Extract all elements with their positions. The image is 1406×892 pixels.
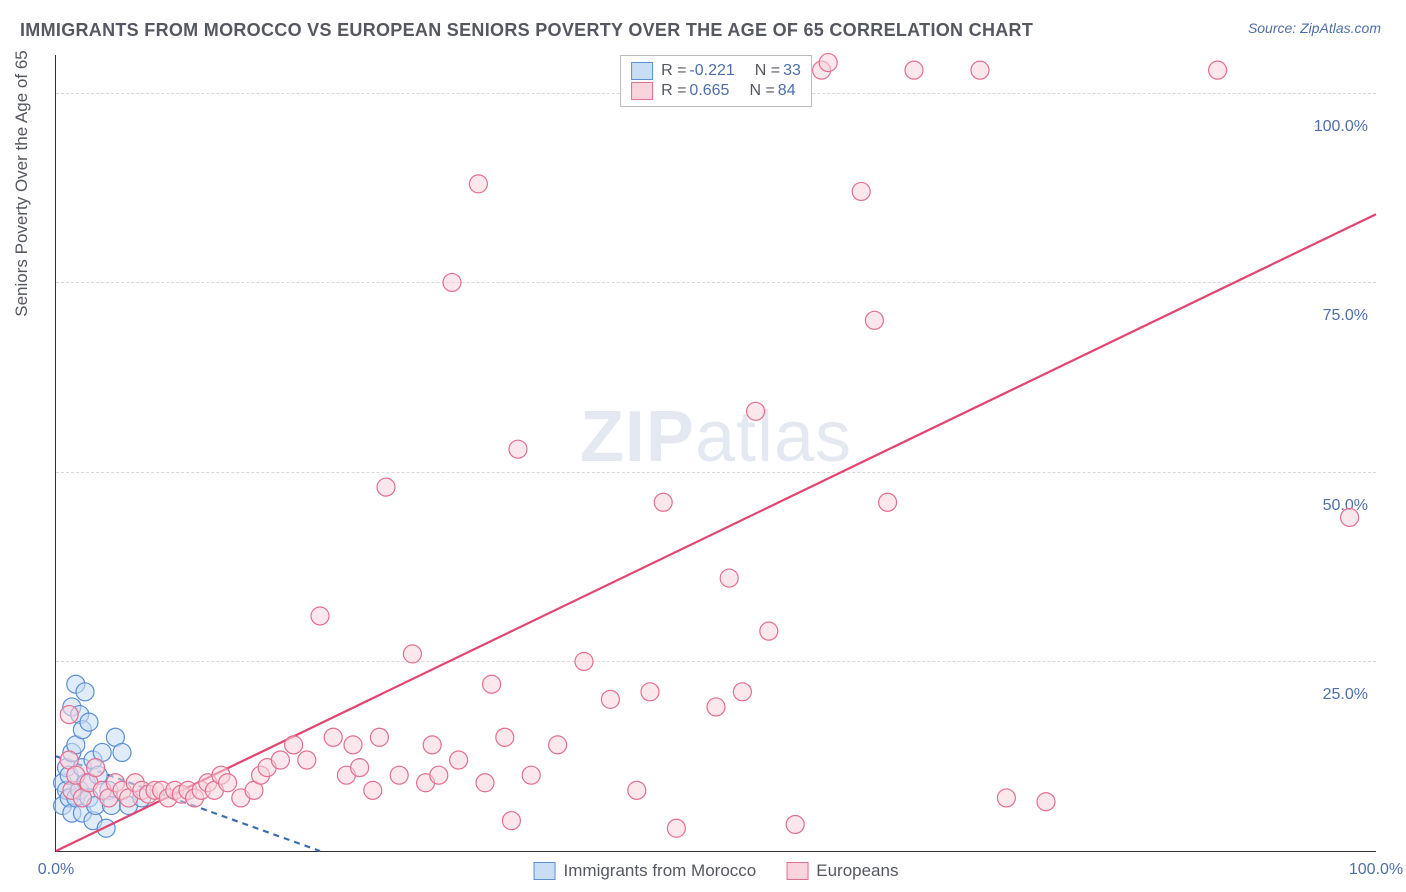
data-point (502, 812, 520, 830)
data-point (865, 311, 883, 329)
data-point (509, 440, 527, 458)
scatter-plot-svg (56, 55, 1376, 851)
data-point (760, 622, 778, 640)
x-tick-label: 100.0% (1349, 861, 1403, 879)
chart-area: ZIPatlas R =-0.221N =33R =0.665N =84 Imm… (55, 55, 1376, 852)
data-point (601, 690, 619, 708)
data-point (641, 683, 659, 701)
data-point (997, 789, 1015, 807)
data-point (390, 766, 408, 784)
data-point (351, 759, 369, 777)
data-point (667, 819, 685, 837)
data-point (733, 683, 751, 701)
legend-swatch (786, 862, 808, 880)
data-point (575, 652, 593, 670)
legend-swatch (534, 862, 556, 880)
data-point (469, 175, 487, 193)
data-point (60, 706, 78, 724)
data-point (654, 493, 672, 511)
trend-line (56, 214, 1376, 851)
data-point (720, 569, 738, 587)
legend-item: Immigrants from Morocco (534, 861, 757, 881)
data-point (344, 736, 362, 754)
data-point (747, 402, 765, 420)
data-point (522, 766, 540, 784)
legend-row: R =-0.221 N =33 (631, 62, 801, 80)
data-point (423, 736, 441, 754)
data-point (1037, 793, 1055, 811)
y-axis-label: Seniors Poverty Over the Age of 65 (12, 50, 32, 316)
data-point (905, 61, 923, 79)
data-point (443, 273, 461, 291)
data-point (819, 54, 837, 72)
legend-r: R =-0.221 (661, 62, 735, 80)
data-point (219, 774, 237, 792)
data-point (971, 61, 989, 79)
legend-swatch (631, 82, 653, 100)
data-point (364, 781, 382, 799)
correlation-legend: R =-0.221 N =33 R =0.665 N =84 (620, 55, 812, 107)
data-point (483, 675, 501, 693)
data-point (324, 728, 342, 746)
data-point (370, 728, 388, 746)
legend-n: N =84 (749, 82, 795, 100)
data-point (852, 182, 870, 200)
data-point (450, 751, 468, 769)
data-point (496, 728, 514, 746)
x-tick-label: 0.0% (38, 861, 74, 879)
data-point (76, 683, 94, 701)
legend-row: R =0.665 N =84 (631, 82, 801, 100)
data-point (786, 815, 804, 833)
data-point (113, 743, 131, 761)
legend-label: Europeans (816, 861, 898, 881)
data-point (879, 493, 897, 511)
data-point (271, 751, 289, 769)
data-point (97, 819, 115, 837)
data-point (311, 607, 329, 625)
legend-item: Europeans (786, 861, 898, 881)
series-legend: Immigrants from Morocco Europeans (534, 861, 899, 881)
chart-title: IMMIGRANTS FROM MOROCCO VS EUROPEAN SENI… (20, 20, 1033, 40)
data-point (476, 774, 494, 792)
data-point (298, 751, 316, 769)
data-point (403, 645, 421, 663)
data-point (1209, 61, 1227, 79)
source-text: Source: ZipAtlas.com (1248, 20, 1381, 36)
legend-swatch (631, 62, 653, 80)
data-point (285, 736, 303, 754)
data-point (430, 766, 448, 784)
data-point (707, 698, 725, 716)
data-point (377, 478, 395, 496)
data-point (549, 736, 567, 754)
data-point (80, 713, 98, 731)
data-point (1341, 508, 1359, 526)
data-point (628, 781, 646, 799)
data-point (87, 759, 105, 777)
legend-n: N =33 (755, 62, 801, 80)
legend-r: R =0.665 (661, 82, 729, 100)
legend-label: Immigrants from Morocco (564, 861, 757, 881)
